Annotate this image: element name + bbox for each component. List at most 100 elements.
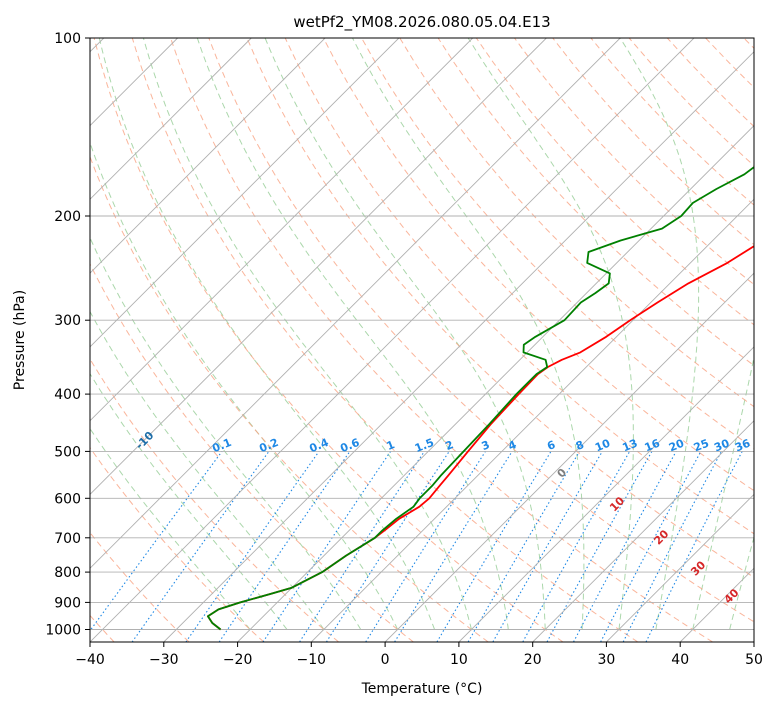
mixing-ratio-label: 36 <box>733 437 752 455</box>
dry-adiabat-line <box>208 38 754 623</box>
moist-adiabat-line <box>729 535 754 630</box>
dry-adiabat-line <box>170 38 713 642</box>
dry-adiabat-line <box>475 38 754 326</box>
dry-adiabat-label: -10 <box>133 429 156 452</box>
dry-adiabat-line <box>284 38 754 535</box>
mixing-ratio-label: 13 <box>620 437 639 455</box>
isotherm-line <box>90 38 400 348</box>
dry-adiabat-line <box>131 38 639 642</box>
x-tick-label: 30 <box>597 652 615 668</box>
x-tick-label: 10 <box>450 652 468 668</box>
isotherm-line <box>90 38 326 274</box>
dry-adiabat-line <box>90 358 339 642</box>
y-axis-ticks: 100 200 300 400 500 600 700 800 900 1000 <box>45 31 90 639</box>
mixing-ratio-line <box>600 451 702 642</box>
mixing-ratio-line <box>522 451 631 642</box>
isotherm-line <box>90 38 252 200</box>
moist-adiabat-line <box>90 141 399 630</box>
mixing-ratio-line <box>546 451 653 642</box>
plot-frame <box>89 37 755 643</box>
mixing-ratio-line <box>325 451 450 642</box>
mixing-ratio-label: 20 <box>667 437 686 455</box>
mixing-ratio-label: 8 <box>574 438 586 453</box>
mixing-ratio-label: 3 <box>480 438 492 453</box>
mixing-ratio-label: 1.5 <box>413 436 436 455</box>
mixing-ratio-label: 1 <box>385 438 397 453</box>
mixing-ratio-line <box>394 451 513 642</box>
mixing-ratio-label: 30 <box>712 437 731 455</box>
moist-adiabat-line <box>767 38 775 630</box>
y-axis-label: Pressure (hPa) <box>12 290 28 390</box>
mixing-ratio-line <box>645 451 743 642</box>
moist-adiabat-line <box>90 427 251 630</box>
isotherm-line <box>90 38 695 642</box>
dry-adiabat-line <box>743 38 754 49</box>
dry-adiabat-line <box>93 38 564 642</box>
isotherm-line <box>384 272 754 642</box>
mixing-ratio-label: 6 <box>545 438 557 453</box>
x-axis-label: Temperature (°C) <box>361 681 483 697</box>
mixing-ratio-label: 0.4 <box>308 436 331 455</box>
isotherm-line <box>237 124 754 642</box>
dewpoint-profile-line <box>206 165 754 631</box>
y-tick-label: 100 <box>54 31 81 47</box>
y-tick-label: 1000 <box>45 623 81 639</box>
y-tick-label: 600 <box>54 491 81 507</box>
isotherm-line <box>458 346 754 642</box>
y-tick-label: 500 <box>54 444 81 460</box>
x-tick-label: −20 <box>223 652 253 668</box>
isotherm-line <box>753 641 754 642</box>
y-tick-label: 800 <box>54 565 81 581</box>
dry-adiabat-line <box>705 38 754 89</box>
mixing-ratio-line <box>90 451 223 632</box>
dry-adiabat-line <box>666 38 754 128</box>
moist-adiabat-line <box>90 236 362 630</box>
plot-area: -100-90-80-70-60-50-40-30-20-100.10.20.4… <box>0 38 775 642</box>
mixing-ratio-label: 10 <box>593 437 612 455</box>
moist-adiabat-label: 20 <box>651 527 671 547</box>
dry-adiabat-line <box>322 38 754 492</box>
mixing-ratio-line <box>365 451 486 642</box>
line-labels: -100-90-80-70-60-50-40-30-20-100.10.20.4… <box>0 365 752 607</box>
dry-adiabat-line <box>90 155 489 642</box>
y-tick-label: 900 <box>54 595 81 611</box>
moist-adiabat-label: 10 <box>607 494 627 514</box>
isotherm-line <box>679 567 754 642</box>
mixing-ratio-label: 25 <box>692 437 711 455</box>
moist-adiabat-line <box>692 355 754 630</box>
moist-adiabat-line <box>264 38 546 630</box>
x-tick-label: −30 <box>149 652 179 668</box>
y-tick-label: 300 <box>54 313 81 329</box>
mixing-ratio-line <box>218 451 351 642</box>
mixing-ratio-label: 2 <box>443 438 455 453</box>
mixing-ratio-label: 16 <box>643 437 662 455</box>
isotherm-line <box>310 198 754 642</box>
temperature-profile-line <box>206 245 754 631</box>
x-tick-label: 20 <box>524 652 542 668</box>
y-tick-label: 200 <box>54 209 81 225</box>
x-tick-label: −10 <box>297 652 327 668</box>
dry-adiabat-label: -20 <box>55 400 78 423</box>
dry-adiabat-line <box>552 38 754 246</box>
moist-adiabat-line <box>467 38 634 630</box>
dry-adiabat-line <box>514 38 754 286</box>
x-tick-label: −40 <box>75 652 105 668</box>
x-axis-ticks: −40 −30 −20 −10 0 10 20 30 40 50 <box>75 642 763 668</box>
mixing-ratio-lines <box>90 451 743 642</box>
isotherm-line <box>90 38 474 422</box>
dry-adiabat-line <box>437 38 754 367</box>
isotherm-line <box>532 420 754 642</box>
mixing-ratio-line <box>573 451 677 642</box>
x-tick-label: 0 <box>381 652 390 668</box>
dry-adiabat-line <box>590 38 754 206</box>
isotherm-line <box>90 38 547 496</box>
dry-adiabat-line <box>628 38 754 167</box>
y-tick-label: 400 <box>54 387 81 403</box>
moist-adiabat-line <box>619 38 700 630</box>
moist-adiabat-line <box>98 38 435 630</box>
isotherm-line <box>163 51 754 642</box>
dry-adiabat-label: -30 <box>0 365 1 388</box>
skewed-isotherms <box>90 38 754 642</box>
mixing-ratio-line <box>185 451 320 642</box>
